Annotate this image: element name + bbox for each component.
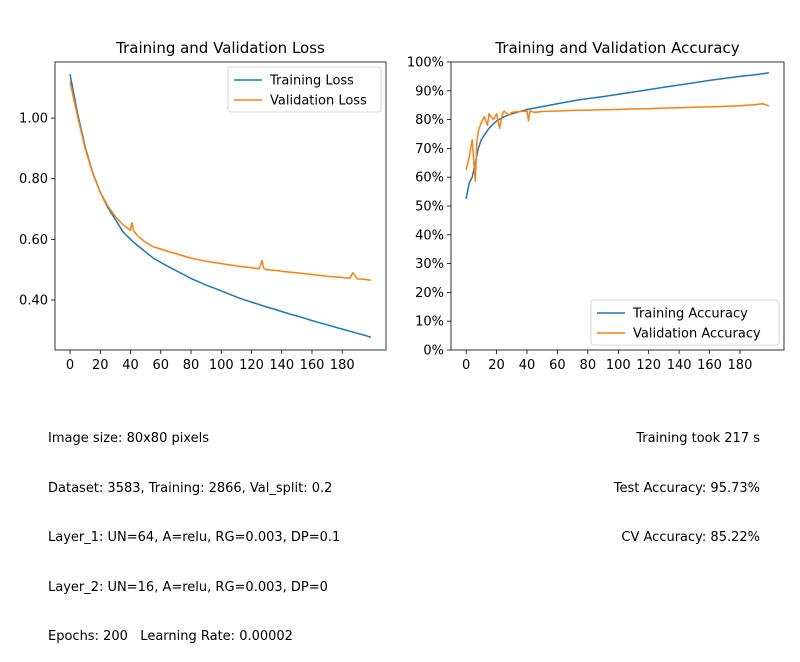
y-tick-label: 50%	[415, 200, 444, 215]
series-line	[465, 72, 769, 199]
x-tick-label: 100	[209, 358, 234, 373]
info-line: Layer_2: UN=16, A=relu, RG=0.003, DP=0	[48, 579, 328, 595]
legend-label: Validation Loss	[270, 94, 367, 109]
chart-2	[447, 61, 785, 354]
figure-canvas: Training and Validation Loss 0 20 40 60 80 100…	[19, 39, 785, 373]
y-tick-label: 60%	[415, 171, 444, 186]
info-line: Image size: 80x80 pixels	[48, 431, 210, 446]
x-tick-label: 140	[667, 358, 692, 373]
x-tick-label: 40	[122, 358, 139, 373]
legend: Training Accuracy Validation Accuracy	[590, 299, 780, 346]
x-tick-label: 180	[728, 358, 753, 373]
legend-box	[590, 299, 780, 346]
x-tick-label: 120	[239, 358, 264, 373]
y-tick-label: 80%	[415, 113, 444, 128]
x-tick-label: 100	[606, 358, 631, 373]
info-line: Epochs: 200 Learning Rate: 0.00002	[48, 629, 293, 644]
training-info-left: Image size: 80x80 pixels Dataset: 3583, …	[48, 398, 340, 662]
x-tick-label: 60	[549, 358, 566, 373]
x-tick-label: 20	[488, 358, 505, 373]
series-line	[69, 81, 372, 282]
legend-box	[227, 66, 382, 113]
x-tick-label: 160	[300, 358, 325, 373]
x-tick-label: 180	[330, 358, 355, 373]
y-tick-label: 40%	[415, 228, 444, 243]
info-line: Layer_1: UN=64, A=relu, RG=0.003, DP=0.1	[48, 530, 341, 545]
y-tick-label: 1.00	[19, 112, 48, 127]
info-line: Dataset: 3583, Training: 2866, Val_split…	[48, 480, 333, 496]
info-line: CV Accuracy: 85.22%	[621, 530, 760, 545]
x-tick-label: 40	[519, 358, 536, 373]
info-line: Training took 217 s	[636, 431, 760, 446]
legend-label: Validation Accuracy	[633, 327, 761, 342]
x-tick-label: 160	[697, 358, 722, 373]
x-tick-label: 80	[580, 358, 597, 373]
series-line	[69, 73, 372, 339]
y-tick-label: 90%	[415, 84, 444, 99]
x-tick-label: 140	[269, 358, 294, 373]
x-tick-label: 0	[66, 358, 74, 373]
chart-title: Training and Validation Accuracy	[494, 39, 739, 57]
plot-frame	[450, 61, 785, 351]
chart-1	[51, 61, 387, 354]
info-line: Test Accuracy: 95.73%	[613, 480, 760, 496]
series-line	[465, 103, 770, 183]
x-tick-label: 20	[92, 358, 109, 373]
chart-title: Training and Validation Loss	[115, 39, 325, 57]
x-tick-label: 120	[636, 358, 661, 373]
training-info-right: Training took 217 s Test Accuracy: 95.73…	[614, 398, 760, 563]
y-tick-label: 30%	[415, 257, 444, 272]
y-tick-label: 10%	[415, 315, 444, 330]
legend: Training Loss Validation Loss	[227, 66, 382, 113]
y-tick-label: 0.80	[19, 172, 48, 187]
y-tick-label: 0%	[423, 344, 444, 359]
x-tick-label: 60	[152, 358, 169, 373]
y-tick-label: 70%	[415, 142, 444, 157]
x-tick-label: 80	[183, 358, 200, 373]
y-tick-label: 20%	[415, 286, 444, 301]
y-tick-label: 0.40	[19, 293, 48, 308]
x-tick-label: 0	[462, 358, 470, 373]
legend-label: Training Accuracy	[632, 307, 748, 322]
legend-label: Training Loss	[269, 74, 354, 89]
plot-frame	[54, 61, 387, 351]
y-tick-label: 100%	[407, 56, 444, 71]
y-tick-label: 0.60	[19, 233, 48, 248]
